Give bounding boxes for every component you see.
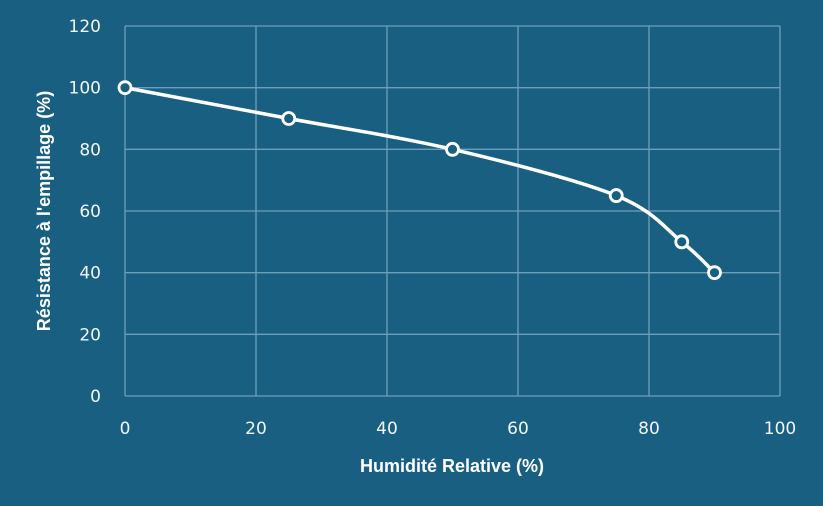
data-markers xyxy=(117,80,722,281)
x-tick-label: 20 xyxy=(245,419,267,439)
y-tick-label: 60 xyxy=(79,202,101,222)
x-tick-label: 100 xyxy=(764,419,796,439)
x-tick-label: 80 xyxy=(638,419,660,439)
data-point-marker xyxy=(445,141,460,157)
y-tick-label: 0 xyxy=(90,387,101,407)
x-axis-ticks: 0 20 40 60 80 100 xyxy=(120,419,797,439)
y-tick-label: 100 xyxy=(69,79,101,99)
data-point-marker xyxy=(117,80,133,96)
data-series-line xyxy=(123,85,717,275)
x-axis-label: Humidité Relative (%) xyxy=(360,456,544,476)
data-point-marker xyxy=(608,188,624,203)
y-axis-ticks: 0 20 40 60 80 100 120 xyxy=(69,17,101,407)
grid-lines xyxy=(124,25,781,397)
data-point-marker xyxy=(707,265,722,281)
y-tick-label: 40 xyxy=(79,264,101,284)
y-tick-label: 80 xyxy=(79,140,101,160)
x-tick-label: 40 xyxy=(376,419,398,439)
y-tick-label: 120 xyxy=(69,17,101,37)
y-tick-label: 20 xyxy=(79,325,101,345)
x-tick-label: 60 xyxy=(507,419,529,439)
y-axis-label: Résistance à l'empillage (%) xyxy=(34,91,54,331)
data-point-marker xyxy=(674,234,690,250)
data-point-marker xyxy=(281,111,297,126)
x-tick-label: 0 xyxy=(120,419,131,439)
